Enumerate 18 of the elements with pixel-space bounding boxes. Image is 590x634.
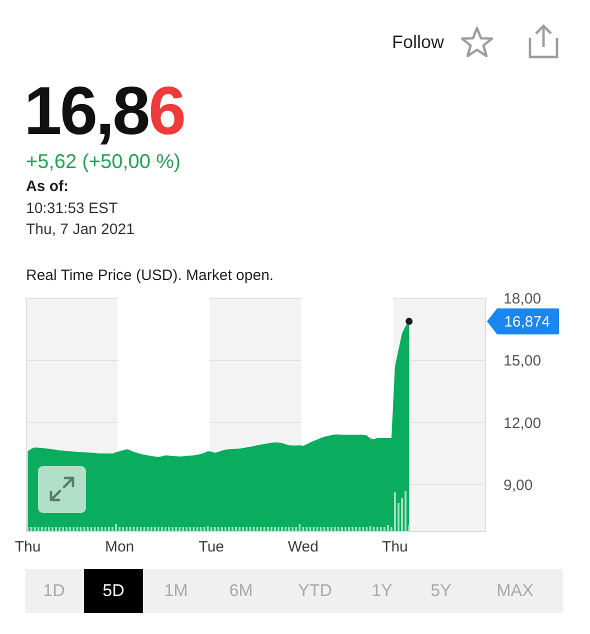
x-tick-label: Thu bbox=[14, 538, 41, 556]
x-tick-label: Thu bbox=[382, 538, 408, 556]
text: 10:31:53 EST bbox=[26, 200, 118, 218]
x-tick-label: Wed bbox=[288, 538, 318, 556]
text: Real Time Price (USD). Market open. bbox=[26, 267, 274, 285]
text: 16,874 bbox=[504, 313, 550, 330]
chart-subtitle: +5,62 (+50,00 %) bbox=[26, 151, 181, 173]
chart-title: 16,86 bbox=[24, 73, 184, 149]
x-tick-label: Mon bbox=[104, 538, 134, 556]
text: As of: bbox=[26, 178, 68, 196]
text: Follow bbox=[392, 31, 444, 53]
text: Thu, 7 Jan 2021 bbox=[26, 221, 134, 239]
y-tick-label: 15,00 bbox=[504, 352, 542, 370]
y-tick-label: 18,00 bbox=[504, 290, 542, 308]
x-tick-label: Tue bbox=[198, 538, 224, 556]
range-tab-bar: 1D 5D 1M 6M YTD 1Y 5Y MAX bbox=[25, 569, 563, 613]
y-tick-label: 9,00 bbox=[504, 476, 533, 494]
y-tick-label: 12,00 bbox=[504, 414, 542, 432]
